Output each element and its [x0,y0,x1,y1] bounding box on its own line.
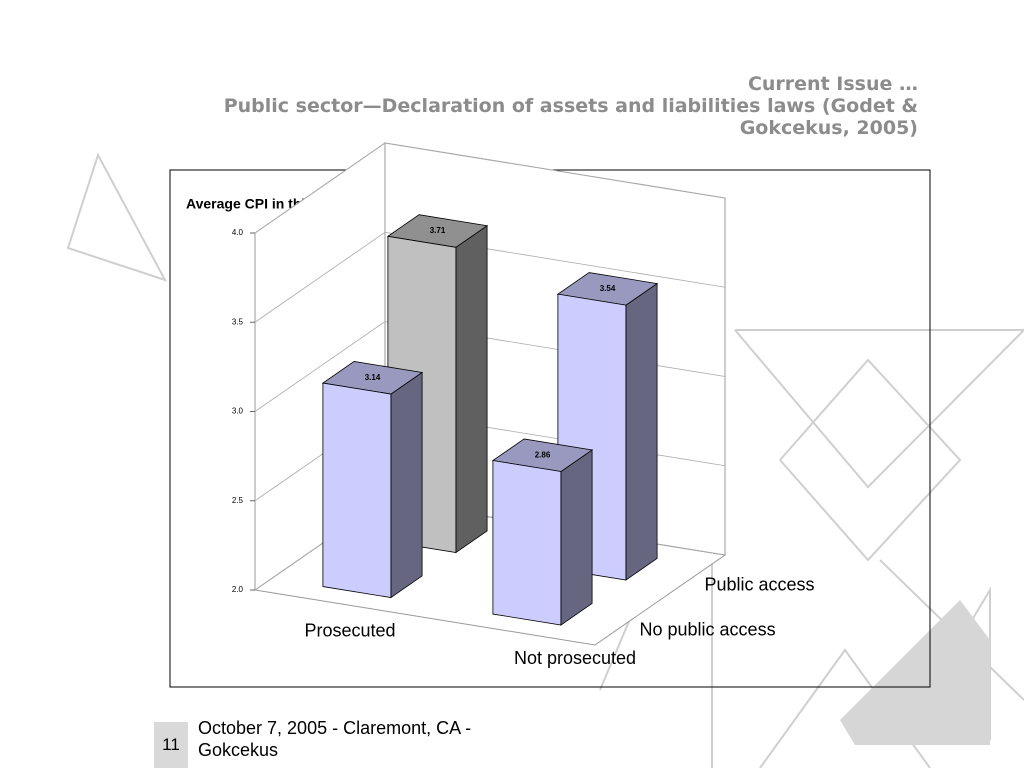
bar-side [390,371,423,599]
title: Current Issue … [747,73,918,95]
data-label: 2.86 [535,450,551,459]
legend-label: Public access [705,574,815,594]
footer: October 7, 2005 - Claremont, CA - Gokcek… [198,718,472,760]
data-label: 3.14 [365,373,381,382]
grid-line [254,142,726,234]
bar-side [625,282,658,581]
y-tick-label: 2.5 [232,496,244,505]
subtitle: Public sector—Declaration of assets and … [223,95,918,139]
x-tick-label: Prosecuted [304,621,395,641]
y-tick-label: 4.0 [232,228,244,237]
bar-side [560,449,593,626]
x-tick-label: Not prosecuted [514,648,636,668]
slide-title: Current Issue … Public sector—Declaration… [158,73,918,139]
decoration [840,600,990,745]
bar-front [492,460,562,626]
bar-front [322,382,392,599]
data-label: 3.54 [600,284,616,293]
legend-label: No public access [640,619,776,639]
y-tick-label: 3.5 [232,317,244,326]
bar-side [455,224,488,554]
slide-number: 11 [154,722,188,768]
data-label: 3.71 [430,226,446,235]
y-tick-label: 2.0 [232,585,244,594]
grid-line [254,231,726,323]
y-tick-label: 3.0 [232,407,244,416]
